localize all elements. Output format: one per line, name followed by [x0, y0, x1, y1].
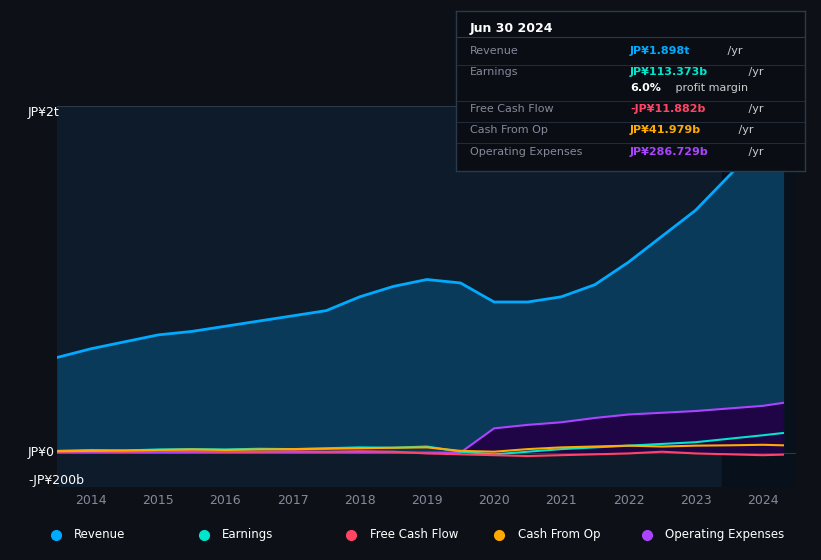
- Text: Operating Expenses: Operating Expenses: [666, 528, 785, 542]
- Text: Free Cash Flow: Free Cash Flow: [370, 528, 458, 542]
- Text: Revenue: Revenue: [470, 46, 518, 57]
- Text: /yr: /yr: [745, 104, 764, 114]
- Text: Cash From Op: Cash From Op: [518, 528, 600, 542]
- Text: Free Cash Flow: Free Cash Flow: [470, 104, 553, 114]
- Text: 6.0%: 6.0%: [631, 83, 661, 93]
- Text: /yr: /yr: [735, 124, 754, 134]
- Text: JP¥2t: JP¥2t: [28, 106, 60, 119]
- Text: Cash From Op: Cash From Op: [470, 124, 548, 134]
- Text: JP¥1.898t: JP¥1.898t: [631, 46, 690, 57]
- Text: /yr: /yr: [745, 67, 764, 77]
- Text: JP¥113.373b: JP¥113.373b: [631, 67, 709, 77]
- Text: Operating Expenses: Operating Expenses: [470, 147, 582, 157]
- Text: Jun 30 2024: Jun 30 2024: [470, 22, 553, 35]
- Text: JP¥286.729b: JP¥286.729b: [631, 147, 709, 157]
- Text: Earnings: Earnings: [470, 67, 518, 77]
- Text: /yr: /yr: [724, 46, 743, 57]
- Text: JP¥41.979b: JP¥41.979b: [631, 124, 701, 134]
- Text: /yr: /yr: [745, 147, 764, 157]
- Text: Revenue: Revenue: [75, 528, 126, 542]
- Bar: [722, 106, 796, 487]
- Text: JP¥0: JP¥0: [28, 446, 55, 459]
- Text: -JP¥11.882b: -JP¥11.882b: [631, 104, 705, 114]
- Text: profit margin: profit margin: [672, 83, 748, 93]
- Text: -JP¥200b: -JP¥200b: [28, 474, 84, 487]
- Text: Earnings: Earnings: [222, 528, 273, 542]
